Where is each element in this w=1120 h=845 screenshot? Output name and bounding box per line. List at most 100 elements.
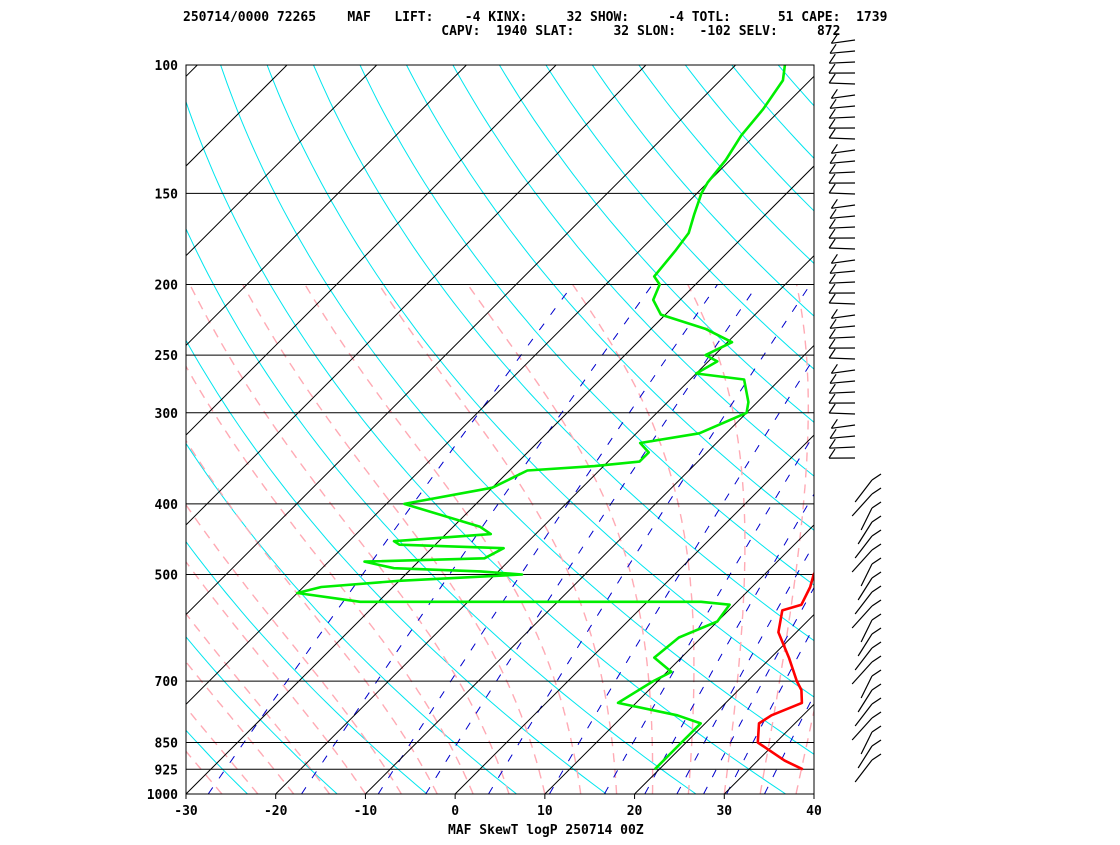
wind-barb <box>829 193 855 194</box>
wind-barb <box>855 536 872 558</box>
wind-barb <box>829 282 855 283</box>
wind-barb <box>855 704 872 726</box>
wind-barb-flag <box>829 164 835 173</box>
wind-barb-flag <box>872 684 881 690</box>
wind-barb <box>831 205 855 208</box>
wind-barb-flag <box>872 642 881 648</box>
wind-barb <box>855 480 872 502</box>
wind-barb-flag <box>872 502 881 508</box>
header-line-1: 250714/0000 72265 MAF LIFT: -4 KINX: 32 … <box>183 10 887 25</box>
wind-barb-flag <box>872 698 881 704</box>
dry-adiabat-line <box>499 65 1120 794</box>
wind-barb-flag <box>829 439 835 448</box>
mixing-ratio-line <box>765 285 1040 795</box>
dry-adiabat-line <box>0 65 158 794</box>
wind-barb-flag <box>829 119 835 128</box>
mixing-ratio-line <box>645 285 941 795</box>
wind-barb <box>829 358 855 359</box>
wind-barb-flag <box>831 89 837 98</box>
isotherm-line <box>724 65 1120 794</box>
wind-barb-flag <box>829 284 835 293</box>
pressure-tick-label: 200 <box>155 279 179 294</box>
wind-barb <box>831 40 855 43</box>
wind-barb <box>829 227 855 228</box>
wind-barb-flag <box>829 74 835 83</box>
wind-barb <box>858 746 872 768</box>
wind-barb <box>855 592 872 614</box>
wind-barb <box>858 522 872 544</box>
pressure-tick-label: 400 <box>155 498 179 513</box>
temperature-tick-label: -10 <box>354 804 378 819</box>
wind-barb-flag <box>872 600 881 606</box>
wind-barb-flag <box>829 239 835 248</box>
wind-barb-flag <box>872 488 881 494</box>
wind-barb-flag <box>829 229 835 238</box>
isotherm-line <box>0 65 287 794</box>
isotherm-line <box>276 65 1005 794</box>
wind-barb-flag <box>829 109 835 118</box>
wind-barb-flag <box>872 586 881 592</box>
mixing-ratio-lines <box>208 285 1039 795</box>
dry-adiabat-line <box>128 65 696 794</box>
dry-adiabat-line <box>825 65 1120 794</box>
dry-adiabat-line <box>221 65 876 794</box>
wind-barb-flag <box>872 516 881 522</box>
pressure-tick-label: 925 <box>155 763 178 778</box>
wind-barb-flag <box>872 474 881 480</box>
pressure-tick-label: 700 <box>155 675 179 690</box>
moist-adiabat-line <box>243 285 545 795</box>
wind-barb <box>858 690 872 712</box>
temperature-tick-label: 10 <box>537 804 553 819</box>
wind-barb-flag <box>872 656 881 662</box>
dry-adiabat-line <box>592 65 1120 794</box>
mixing-ratio-line <box>489 285 811 795</box>
pressure-tick-label: 850 <box>155 737 179 752</box>
wind-barb <box>829 447 855 448</box>
moist-adiabat-line <box>305 285 581 795</box>
moist-adiabat-line <box>468 285 653 795</box>
wind-barb-flag <box>872 726 881 732</box>
wind-barb-flag <box>829 64 835 73</box>
isotherm-line <box>365 65 1094 794</box>
isotherm-line <box>186 65 915 794</box>
wind-barb <box>861 732 872 754</box>
wind-barb <box>831 370 855 373</box>
isotherm-line <box>0 65 377 794</box>
isotherm-line <box>7 65 736 794</box>
wind-barb-flag <box>831 364 837 373</box>
wind-barb-flag <box>829 54 835 63</box>
wind-barb-flag <box>830 264 836 273</box>
wind-barb-flag <box>829 174 835 183</box>
wind-barb <box>831 150 855 153</box>
temperature-tick-label: 0 <box>451 804 459 819</box>
wind-barb <box>830 326 855 328</box>
isotherm-line <box>814 65 1120 794</box>
wind-barb <box>858 634 872 656</box>
wind-barb-flag <box>829 294 835 303</box>
wind-barb-flag <box>829 404 835 413</box>
wind-barb-flag <box>829 339 835 348</box>
wind-barb-flag <box>830 429 836 438</box>
wind-barbs <box>829 34 881 782</box>
wind-barb <box>830 436 855 438</box>
wind-barb <box>829 413 855 414</box>
wind-barb <box>861 676 872 698</box>
wind-barb-flag <box>872 628 881 634</box>
dry-adiabat-line <box>360 65 1120 794</box>
wind-barb-flag <box>831 309 837 318</box>
dry-adiabat-line <box>1011 65 1120 794</box>
wind-barb <box>861 508 872 530</box>
mixing-ratio-line <box>704 285 990 795</box>
dry-adiabat-line <box>0 65 427 794</box>
moist-adiabat-line <box>0 285 294 795</box>
wind-barb <box>830 271 855 273</box>
wind-barb-flag <box>829 394 835 403</box>
wind-barb <box>861 564 872 586</box>
temperature-tick-label: 40 <box>806 804 822 819</box>
wind-barb-flag <box>829 129 835 138</box>
wind-barb-flag <box>830 374 836 383</box>
wind-barb <box>829 392 855 393</box>
dry-adiabat-line <box>546 65 1120 794</box>
